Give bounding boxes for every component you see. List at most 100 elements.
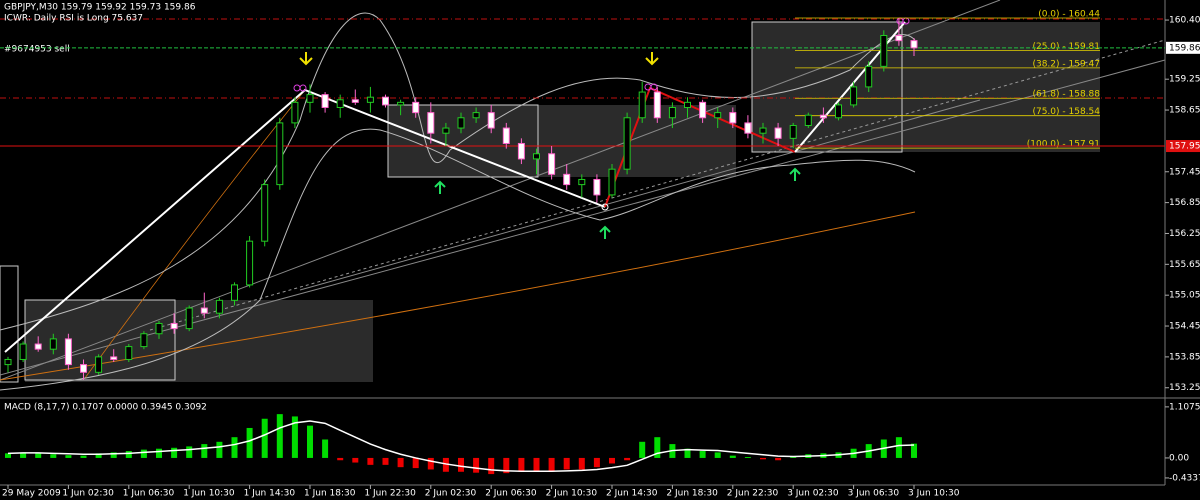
y-tick-label: -0.4337 — [1169, 473, 1200, 483]
candle-body — [653, 91, 661, 119]
candle-body — [306, 94, 314, 103]
candle-body — [336, 99, 344, 108]
candle-body — [457, 117, 465, 129]
y-tick-label: 157.45 — [1169, 167, 1200, 177]
candle-body — [865, 65, 873, 88]
candle-body — [185, 307, 193, 330]
candle-body — [835, 104, 842, 119]
range-box — [0, 265, 19, 383]
x-tick-label: 2 Jun 14:30 — [606, 489, 658, 499]
candle-body — [4, 358, 12, 366]
macd-bar — [50, 454, 57, 458]
candle-body — [714, 112, 722, 119]
y-tick-label: 154.45 — [1169, 322, 1200, 332]
macd-bar — [261, 418, 268, 458]
macd-bar — [488, 457, 495, 475]
candle-body — [789, 124, 797, 139]
macd-bar — [760, 457, 766, 460]
bollinger-band — [0, 128, 916, 391]
y-tick-label: 155.65 — [1169, 260, 1200, 270]
x-tick-label: 2 Jun 06:30 — [485, 489, 537, 499]
candle-body — [502, 127, 510, 144]
macd-bar — [307, 425, 313, 458]
macd-bar — [352, 457, 359, 463]
candle-body — [140, 333, 148, 348]
macd-bar — [790, 457, 797, 458]
macd-bar — [609, 457, 615, 464]
indicator-text: ICWR: Daily RSI is Long 75.637 — [4, 14, 143, 24]
trend-line — [149, 39, 1166, 331]
candle-body — [412, 101, 420, 114]
candle-body — [623, 117, 631, 170]
y-tick-label: 155.05 — [1169, 291, 1200, 301]
candle-body — [487, 112, 495, 129]
candle-body — [819, 114, 827, 119]
x-tick-label: 29 May 2009 — [2, 489, 61, 499]
macd-signal — [7, 420, 915, 473]
candle-body — [850, 86, 858, 106]
trend-line — [0, 59, 1166, 376]
candle-body — [563, 173, 571, 186]
macd-bar — [729, 455, 736, 458]
macd-bar — [624, 457, 631, 461]
candle-body — [427, 112, 435, 134]
candle-body — [34, 343, 42, 350]
macd-bar — [367, 457, 374, 465]
x-tick-label: 1 Jun 06:30 — [123, 489, 175, 499]
candle-body — [155, 322, 163, 335]
bollinger-band — [0, 12, 916, 331]
candle-body — [397, 101, 405, 106]
x-tick-label: 3 Jun 06:30 — [848, 489, 900, 499]
fib-label: (25.0) - 159.81 — [1032, 42, 1100, 52]
candle-body — [910, 40, 918, 49]
candle-body — [125, 346, 133, 360]
macd-bar — [593, 457, 600, 468]
candle-body — [442, 127, 450, 134]
x-tick-label: 3 Jun 02:30 — [787, 489, 839, 499]
pivot-marker — [601, 203, 609, 211]
macd-bar — [473, 457, 480, 473]
candle-body — [261, 184, 269, 242]
range-box — [387, 104, 539, 178]
candle-body — [729, 112, 737, 124]
macd-bar — [125, 451, 132, 458]
macd-bar — [503, 457, 510, 474]
price-box — [1166, 41, 1200, 54]
arrow-up — [599, 225, 611, 239]
macd-bar — [533, 457, 540, 472]
candle-body — [276, 122, 284, 186]
macd-bar — [744, 457, 751, 458]
macd-bar — [322, 439, 329, 458]
macd-bar — [639, 441, 646, 458]
trend-line — [0, 0, 1001, 381]
candle-body — [638, 91, 646, 119]
macd-bar — [382, 457, 389, 465]
x-tick-label: 2 Jun 10:30 — [546, 489, 598, 499]
fib-label: (38.2) - 159.47 — [1032, 59, 1100, 69]
y-tick-label: 1.1075 — [1169, 402, 1200, 412]
macd-bar — [895, 437, 902, 458]
range-box — [751, 21, 903, 153]
stop-box — [1166, 140, 1200, 153]
fib-label: (100.0) - 157.91 — [1027, 140, 1100, 150]
x-tick-label: 2 Jun 22:30 — [727, 489, 779, 499]
macd-bar — [65, 455, 72, 458]
macd-bar — [35, 453, 42, 458]
shade-box — [752, 22, 1100, 152]
x-tick-label: 1 Jun 18:30 — [304, 489, 356, 499]
macd-bar — [714, 452, 721, 458]
macd-bar — [412, 457, 419, 469]
macd-bar — [140, 449, 147, 458]
candle-body — [351, 99, 359, 103]
arrow-up — [789, 167, 801, 181]
shade-box — [25, 300, 373, 382]
candle-body — [804, 114, 812, 126]
candle-body — [215, 299, 223, 314]
pivot-marker — [299, 84, 307, 92]
candle-body — [593, 178, 601, 196]
x-tick-label: 1 Jun 02:30 — [62, 489, 114, 499]
candle-body — [472, 112, 480, 119]
candle-body — [578, 178, 586, 186]
arrow-down — [299, 52, 313, 66]
